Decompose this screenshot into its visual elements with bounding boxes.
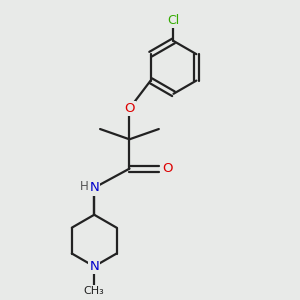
Text: N: N: [89, 260, 99, 273]
Text: N: N: [89, 181, 99, 194]
Text: Cl: Cl: [167, 14, 180, 27]
Text: O: O: [162, 162, 172, 175]
Text: H: H: [80, 180, 88, 193]
Text: CH₃: CH₃: [84, 286, 105, 296]
Text: O: O: [124, 102, 135, 115]
